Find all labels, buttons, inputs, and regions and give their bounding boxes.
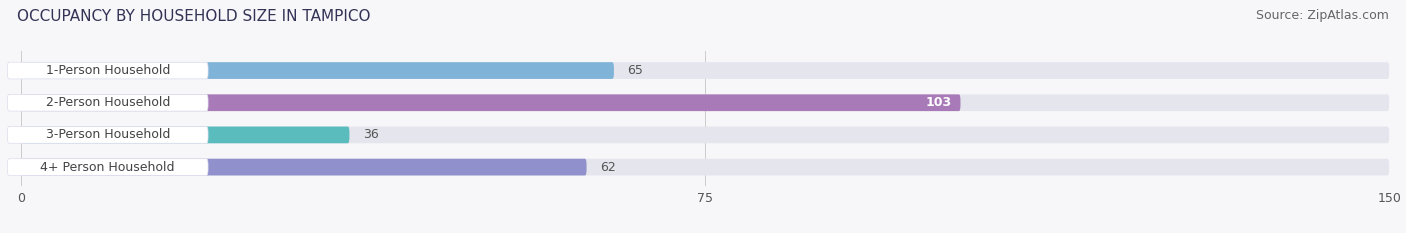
FancyBboxPatch shape (21, 62, 614, 79)
Text: 103: 103 (925, 96, 952, 109)
Text: 62: 62 (600, 161, 616, 174)
FancyBboxPatch shape (7, 62, 208, 79)
FancyBboxPatch shape (21, 62, 1389, 79)
Text: 3-Person Household: 3-Person Household (45, 128, 170, 141)
Text: 65: 65 (627, 64, 644, 77)
Text: 2-Person Household: 2-Person Household (45, 96, 170, 109)
Text: 36: 36 (363, 128, 378, 141)
Text: 1-Person Household: 1-Person Household (45, 64, 170, 77)
FancyBboxPatch shape (21, 159, 586, 175)
Text: Source: ZipAtlas.com: Source: ZipAtlas.com (1256, 9, 1389, 22)
FancyBboxPatch shape (21, 159, 1389, 175)
FancyBboxPatch shape (7, 127, 208, 143)
FancyBboxPatch shape (21, 127, 350, 143)
Text: 4+ Person Household: 4+ Person Household (41, 161, 174, 174)
FancyBboxPatch shape (21, 94, 960, 111)
FancyBboxPatch shape (21, 94, 1389, 111)
FancyBboxPatch shape (21, 127, 1389, 143)
FancyBboxPatch shape (7, 159, 208, 175)
FancyBboxPatch shape (7, 94, 208, 111)
Text: OCCUPANCY BY HOUSEHOLD SIZE IN TAMPICO: OCCUPANCY BY HOUSEHOLD SIZE IN TAMPICO (17, 9, 370, 24)
